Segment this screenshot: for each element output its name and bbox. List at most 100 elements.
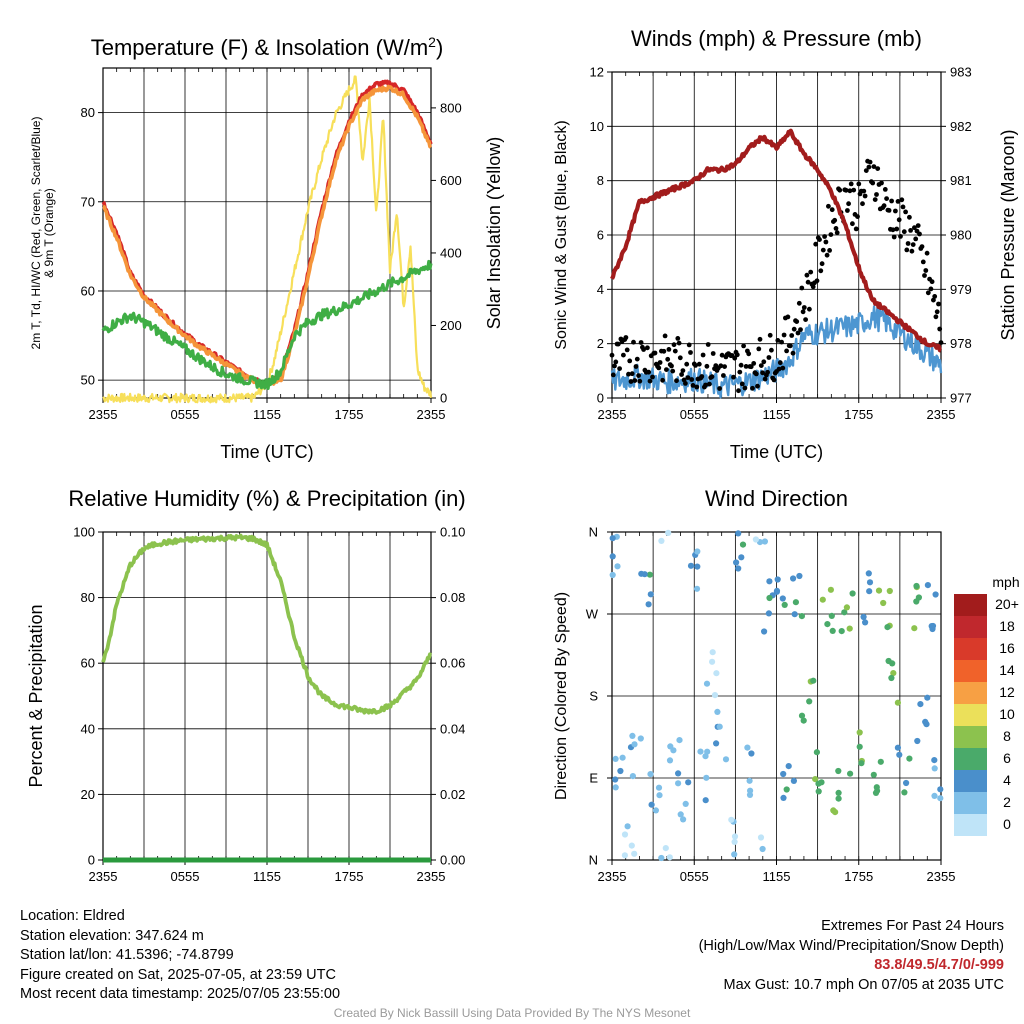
gust-point [924, 250, 930, 256]
gust-point [776, 366, 782, 372]
gust-point [903, 209, 908, 215]
direction-point [714, 708, 721, 716]
x-tick-label: 1155 [253, 407, 281, 422]
gust-point [917, 231, 922, 237]
gust-point [775, 338, 781, 343]
direction-point [812, 776, 819, 783]
gust-point [690, 383, 696, 388]
legend-label: 10 [999, 706, 1015, 722]
gust-point [613, 359, 619, 365]
direction-point [894, 699, 902, 706]
gust-point [928, 286, 934, 292]
gust-point [652, 350, 658, 356]
direction-point [780, 794, 787, 802]
direction-point [694, 548, 701, 555]
direction-point [656, 792, 663, 799]
direction-point [862, 619, 869, 626]
gust-point [756, 346, 762, 352]
gust-point [758, 363, 764, 368]
gust-point [785, 314, 791, 320]
gust-point [881, 203, 887, 209]
y-left-tick-label: 80 [81, 105, 95, 120]
direction-point [704, 748, 711, 755]
gust-point [683, 381, 688, 386]
gust-point [705, 342, 711, 347]
gust-point [647, 378, 653, 384]
gust-point [824, 252, 830, 258]
legend-swatch [954, 704, 987, 726]
gust-point [617, 366, 622, 371]
gust-point [833, 226, 839, 231]
gust-point [679, 372, 684, 377]
gust-point [938, 340, 944, 345]
gust-point [934, 309, 940, 315]
direction-point [791, 611, 798, 618]
legend-swatch [954, 770, 987, 792]
gust-point [937, 326, 943, 332]
direction-point [731, 833, 739, 840]
gust-point [847, 188, 853, 194]
direction-point [629, 732, 636, 740]
direction-point [716, 723, 723, 730]
gust-point [919, 244, 925, 250]
direction-point [911, 625, 918, 632]
legend-label: 14 [999, 662, 1015, 678]
series-2m-td [101, 259, 433, 390]
gust-point [896, 217, 902, 223]
chart-title: Temperature (F) & Insolation (W/m2) [91, 34, 444, 60]
gust-point [837, 187, 843, 193]
direction-point [645, 601, 652, 608]
gust-point [800, 309, 806, 315]
gust-point [890, 227, 896, 233]
gust-point [767, 332, 773, 338]
gust-point [889, 198, 894, 204]
direction-point [728, 816, 735, 823]
y-axis-label-right: Station Pressure (Maroon) [998, 129, 1018, 340]
direction-point [631, 850, 638, 857]
gust-point [700, 352, 706, 358]
y-left-tick-label: S [589, 689, 598, 704]
direction-point [932, 591, 939, 598]
direction-point [739, 541, 747, 548]
gust-point [641, 347, 646, 352]
gust-point [696, 361, 702, 367]
gust-point [799, 285, 805, 291]
direction-point [937, 786, 944, 793]
x-tick-label: 1755 [844, 407, 873, 422]
x-tick-label: 1155 [253, 869, 281, 884]
y-right-tick-label: 0.08 [440, 590, 465, 605]
gust-point [707, 381, 712, 387]
direction-point [798, 712, 806, 719]
direction-point [901, 789, 908, 796]
y-left-tick-label: 0 [597, 391, 604, 406]
legend-title: mph [992, 574, 1019, 590]
direction-point [631, 741, 638, 748]
y-left-tick-label: 6 [597, 228, 604, 243]
legend-swatch [954, 726, 987, 748]
gust-point [886, 208, 892, 213]
gust-point [915, 223, 921, 229]
gust-point [610, 372, 616, 378]
direction-point [675, 770, 682, 777]
gust-point [909, 248, 915, 254]
direction-point [667, 743, 674, 750]
station-location: Location: Eldred [20, 908, 125, 924]
direction-point [666, 854, 673, 861]
gust-point [884, 196, 889, 202]
gust-point [753, 371, 759, 377]
direction-point [735, 530, 742, 537]
gust-point [670, 368, 676, 374]
gust-point [780, 365, 786, 371]
gust-point [912, 225, 917, 231]
direction-point [847, 770, 854, 777]
direction-point [798, 613, 806, 620]
gust-point [662, 333, 668, 339]
direction-point [658, 854, 665, 862]
y-left-tick-label: 2 [597, 336, 604, 351]
direction-point [903, 779, 910, 787]
direction-point [838, 628, 845, 635]
gust-point [900, 204, 906, 210]
gust-point [801, 305, 807, 310]
gust-point [624, 347, 630, 353]
y-left-tick-label: 0 [88, 853, 95, 868]
